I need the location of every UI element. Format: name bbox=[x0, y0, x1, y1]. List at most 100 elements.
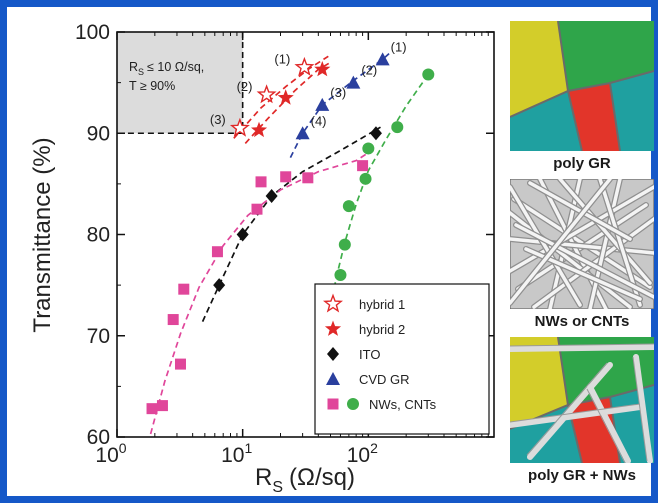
marker-circle-4 bbox=[362, 142, 375, 155]
nanowire-10 bbox=[510, 185, 582, 307]
x-axis-title-sub: S bbox=[272, 479, 283, 496]
marker-diamond-1 bbox=[236, 227, 249, 242]
point-label-3-1: (3) bbox=[330, 85, 346, 100]
marker-diamond-2 bbox=[265, 189, 278, 204]
point-labels: (3)(2)(1)(4)(3)(2)(1) bbox=[210, 39, 407, 128]
poly-gr-illustration bbox=[510, 21, 654, 151]
figure-frame: RS ≤ 10 Ω/sq, T ≥ 90% (3) (2) (1) (4) (3) (2) (1… bbox=[7, 7, 654, 496]
x-axis-title: RS (Ω/sq) bbox=[255, 464, 355, 496]
marker-square-10 bbox=[357, 160, 369, 172]
marker-star-2 bbox=[314, 61, 331, 77]
y-tick-label-60: 60 bbox=[87, 426, 110, 449]
x-tick-label-100: 102 bbox=[347, 440, 378, 467]
legend-box bbox=[314, 283, 490, 435]
panel-caption-nws-cnts: NWs or CNTs bbox=[534, 313, 630, 330]
legend-label-4: NWs, CNTs bbox=[369, 397, 437, 412]
nanowire-14 bbox=[528, 181, 632, 241]
legend-marker-4-1 bbox=[347, 398, 359, 410]
nanowire-5 bbox=[510, 211, 632, 309]
marker-circle-6 bbox=[422, 68, 435, 81]
point-label-0-1: (2) bbox=[237, 79, 253, 94]
panel-poly-gr-nws: poly GR + NWs bbox=[510, 337, 654, 484]
x-tick-label-10: 101 bbox=[221, 440, 252, 467]
marker-circle-1 bbox=[338, 238, 351, 251]
target-region-line1-prefix: R bbox=[129, 60, 138, 74]
nanowire-9 bbox=[558, 179, 652, 285]
target-region-line1: RS ≤ 10 Ω/sq, bbox=[129, 60, 204, 77]
fit-curve-4 bbox=[149, 148, 374, 435]
target-region: RS ≤ 10 Ω/sq, T ≥ 90% bbox=[117, 32, 244, 135]
marker-square-9 bbox=[302, 172, 314, 184]
marker-triangle-0 bbox=[295, 126, 310, 140]
poly-gr-with-nanowires-illustration bbox=[510, 337, 654, 463]
point-label-3-0: (4) bbox=[311, 113, 327, 128]
point-label-0-2: (1) bbox=[274, 51, 290, 66]
x-tick-label-base: 10 bbox=[95, 444, 118, 467]
marker-square-5 bbox=[211, 246, 223, 258]
marker-star-1 bbox=[277, 89, 294, 105]
x-tick-label-exp: 2 bbox=[370, 440, 378, 456]
marker-star-0 bbox=[251, 121, 268, 138]
x-tick-label-base: 10 bbox=[347, 444, 370, 467]
target-region-line1-sub: S bbox=[138, 67, 144, 77]
point-label-3-2: (2) bbox=[361, 63, 377, 78]
x-tick-label-exp: 1 bbox=[244, 440, 252, 456]
marker-star-open-0 bbox=[229, 117, 250, 137]
y-tick-label-90: 90 bbox=[87, 122, 110, 145]
marker-square-8 bbox=[280, 171, 292, 183]
panel-caption-poly-gr-nws: poly GR + NWs bbox=[528, 467, 636, 484]
nanowire-4 bbox=[510, 237, 654, 255]
x-axis-title-unit: (Ω/sq) bbox=[289, 464, 355, 491]
nanowire-15 bbox=[510, 179, 612, 305]
legend: hybrid 1 hybrid 2 ITO CVD GR NWs, CNTs bbox=[314, 283, 490, 435]
y-tick-label-70: 70 bbox=[87, 325, 110, 348]
x-tick-label-1: 100 bbox=[95, 440, 126, 467]
y-tick-label-100: 100 bbox=[75, 21, 110, 44]
marker-square-3 bbox=[174, 358, 186, 370]
fit-curve-0 bbox=[233, 55, 329, 139]
y-tick-label-80: 80 bbox=[87, 224, 110, 247]
chart: RS ≤ 10 Ω/sq,T ≥ 90% (3)(2)(1)(4)(3)(2)(1… bbox=[29, 21, 495, 496]
marker-star-open-1 bbox=[256, 84, 277, 104]
marker-square-0 bbox=[146, 403, 158, 415]
panel-nws-cnts: NWs or CNTs bbox=[510, 179, 654, 330]
marker-diamond-3 bbox=[369, 126, 382, 141]
panel-poly-gr: poly GR bbox=[510, 21, 654, 172]
marker-square-2 bbox=[167, 314, 179, 326]
target-region-fill bbox=[117, 32, 243, 134]
marker-square-6 bbox=[251, 203, 263, 215]
legend-marker-1-0 bbox=[324, 320, 342, 336]
legend-marker-0-0 bbox=[322, 293, 344, 313]
marker-circle-5 bbox=[391, 121, 404, 134]
legend-label-3: CVD GR bbox=[359, 372, 410, 387]
marker-circle-2 bbox=[342, 200, 355, 213]
nanowire-8 bbox=[510, 185, 654, 273]
x-tick-label-base: 10 bbox=[221, 444, 244, 467]
x-tick-label-exp: 0 bbox=[119, 440, 127, 456]
nanowire-13 bbox=[514, 223, 654, 299]
point-label-0-0: (3) bbox=[210, 112, 226, 127]
legend-label-1: hybrid 2 bbox=[359, 322, 405, 337]
legend-label-2: ITO bbox=[359, 347, 380, 362]
target-region-line2: T ≥ 90% bbox=[129, 79, 175, 93]
marker-square-7 bbox=[255, 176, 267, 188]
legend-marker-2-0 bbox=[327, 347, 339, 361]
marker-star-open-2 bbox=[294, 56, 315, 76]
data-markers bbox=[146, 52, 435, 415]
nanowire-7 bbox=[588, 179, 622, 309]
target-region-line1-rest: ≤ 10 Ω/sq, bbox=[147, 60, 204, 74]
legend-label-0: hybrid 1 bbox=[359, 297, 405, 312]
marker-triangle-3 bbox=[375, 52, 390, 66]
nanowire-network-illustration bbox=[510, 179, 654, 309]
x-axis-title-symbol: R bbox=[255, 464, 272, 491]
marker-circle-0 bbox=[334, 269, 347, 281]
legend-marker-3-0 bbox=[326, 372, 340, 385]
marker-triangle-2 bbox=[346, 75, 361, 89]
y-axis-title: Transmittance (%) bbox=[29, 137, 56, 332]
point-label-3-3: (1) bbox=[391, 39, 407, 54]
marker-square-4 bbox=[178, 283, 190, 295]
marker-circle-3 bbox=[359, 172, 372, 185]
marker-triangle-1 bbox=[315, 97, 330, 111]
marker-diamond-0 bbox=[213, 278, 226, 293]
legend-marker-4-0 bbox=[327, 398, 339, 410]
